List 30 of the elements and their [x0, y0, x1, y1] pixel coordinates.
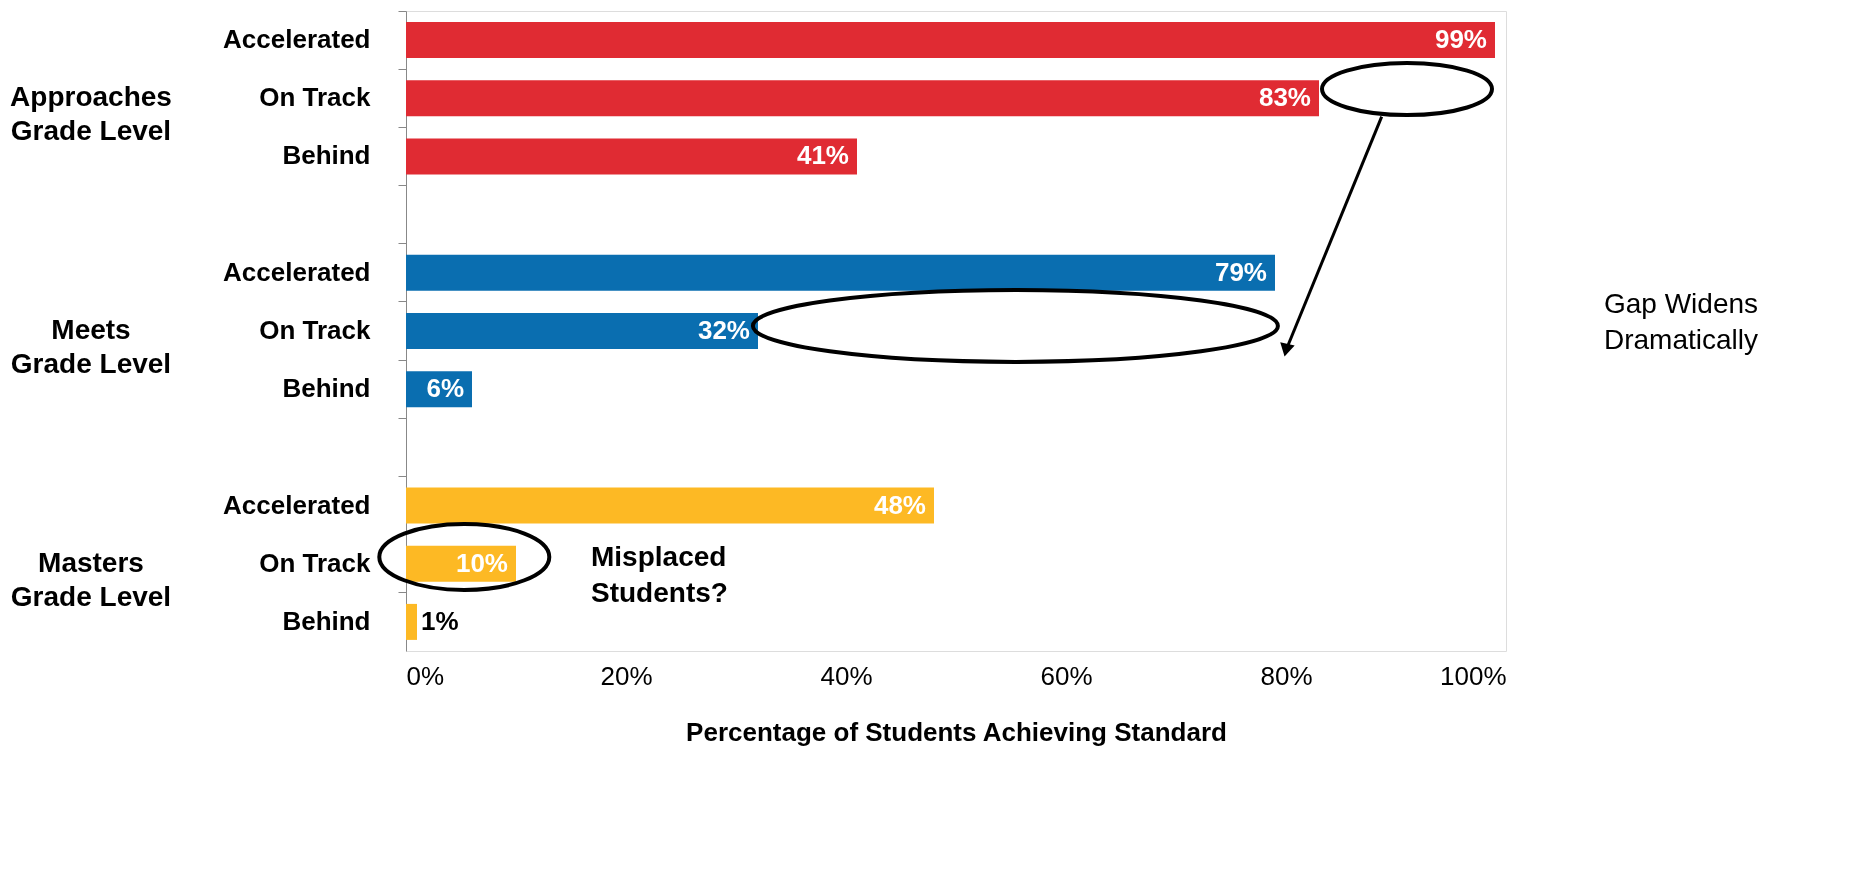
data-label: 32% — [697, 315, 750, 345]
y-tick-label: Accelerated — [223, 24, 371, 55]
data-label: 83% — [1258, 82, 1311, 113]
x-tick-label: 20% — [600, 660, 653, 691]
x-axis-title: Percentage of Students Achieving Standard — [686, 716, 1227, 747]
x-tick-label: 40% — [820, 660, 873, 691]
x-tick-label: 0% — [406, 660, 445, 691]
x-tick-label: 80% — [1260, 660, 1313, 691]
data-label: 79% — [1214, 256, 1267, 287]
y-tick-label: Behind — [282, 605, 371, 636]
y-tick-label: Behind — [282, 140, 371, 171]
data-label: 10% — [455, 547, 508, 578]
data-label: 6% — [426, 373, 464, 404]
x-tick-label: 100% — [1440, 660, 1507, 691]
y-tick-label: Accelerated — [223, 256, 371, 287]
text: Approaches Grade Level — [10, 81, 172, 147]
y-tick-label: Behind — [282, 373, 371, 404]
data-label: 99% — [1434, 24, 1487, 55]
text: Meets Grade Level — [10, 314, 172, 379]
data-label: 1% — [421, 605, 459, 636]
y-tick-label: On Track — [259, 547, 372, 578]
y-tick-label: On Track — [259, 315, 372, 345]
x-tick-label: 60% — [1040, 660, 1093, 691]
data-label: 41% — [796, 140, 849, 171]
annotation: Misplaced Students? — [591, 541, 728, 609]
y-tick-label: Accelerated — [223, 489, 371, 520]
data-label: 48% — [873, 489, 926, 520]
text: Gap Widens Dramatically — [1603, 288, 1759, 356]
text: Masters Grade Level — [10, 546, 172, 612]
y-tick-label: On Track — [259, 82, 372, 113]
